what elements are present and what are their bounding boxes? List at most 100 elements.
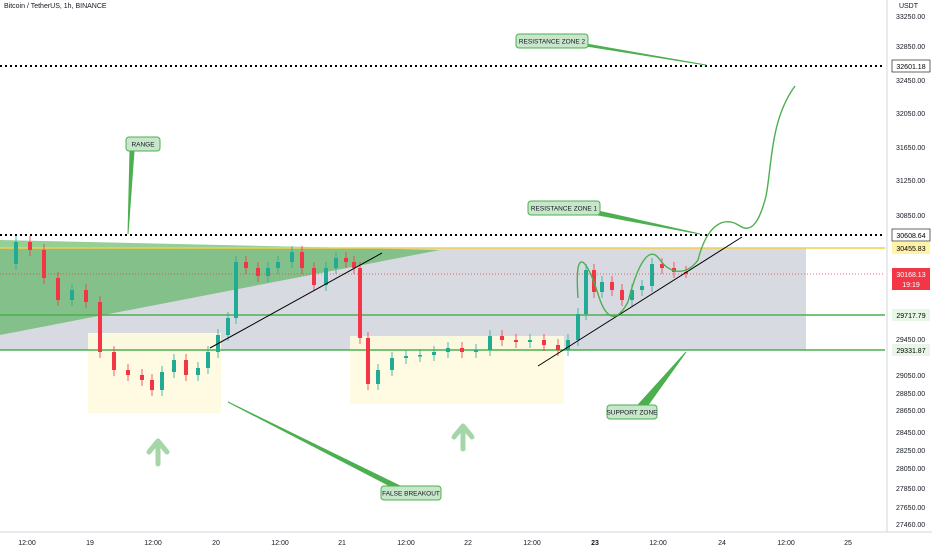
candle-body [324,268,328,285]
x-tick-label: 12:00 [144,540,162,547]
candle-body [126,370,130,375]
zones-layer [0,240,806,467]
price-tag-label: 30608.64 [896,233,925,240]
y-tick-label: 27850.00 [896,486,925,493]
callout-label: FALSE BREAKOUT [382,491,440,498]
y-tick-label: 28050.00 [896,466,925,473]
candle-body [344,258,348,262]
breakout-box-1 [88,333,221,413]
last-price-tag [892,268,930,290]
range-triangle [0,240,440,335]
callout-tail [127,150,135,235]
candle-body [290,252,294,262]
candle-body [352,262,356,268]
x-tick-label: 12:00 [777,540,795,547]
candle-body [418,355,422,357]
candle-body [312,268,316,285]
candle-body [234,262,238,318]
candle-body [660,264,664,268]
x-tick-label: 12:00 [523,540,541,547]
x-tick-label: 19 [86,540,94,547]
y-tick-label: 28650.00 [896,408,925,415]
candle-body [514,340,518,342]
candle-body [266,268,270,276]
candle-body [600,282,604,292]
candle-body [432,352,436,355]
candle-body [620,290,624,300]
callout-box [606,404,658,420]
callout-box [527,200,601,216]
y-tick-label: 28250.00 [896,448,925,455]
price-tag [891,59,931,73]
symbol-title: Bitcoin / TetherUS, 1h, BINANCE [4,3,107,10]
candle-body [84,290,88,302]
x-tick-label: 12:00 [649,540,667,547]
price-tag [892,242,930,254]
candle-body [244,262,248,268]
x-tick-label: 23 [591,540,599,547]
y-tick-label: 28450.00 [896,430,925,437]
candle-body [300,252,304,268]
y-tick-label: 32050.00 [896,111,925,118]
candle-body [556,345,560,350]
y-tick-label: 27460.00 [896,522,925,529]
callout-label: SUPPORT ZONE [606,410,658,417]
x-tick-label: 12:00 [271,540,289,547]
levels-layer [0,65,885,351]
x-tick-label: 25 [844,540,852,547]
candle-body [460,348,464,352]
y-tick-label: 30850.00 [896,213,925,220]
candle-body [376,370,380,384]
up-arrow-icon [146,438,170,467]
x-tick-label: 12:00 [397,540,415,547]
y-tick-label: 29050.00 [896,373,925,380]
callout-label: RESISTANCE ZONE 2 [519,39,586,46]
callout-box [515,33,589,49]
price-tag-label: 30455.83 [896,246,925,253]
candle-body [366,338,370,384]
projection-path [576,85,796,317]
candle-body [172,360,176,372]
candle-body [14,242,18,264]
candle-body [650,264,654,286]
candle-body [488,336,492,350]
trend-line [209,252,383,349]
y-tick-label: 31250.00 [896,178,925,185]
callout-label: RESISTANCE ZONE 1 [531,206,598,213]
candle-body [446,348,450,352]
callout-tail [597,210,701,235]
candle-body [584,270,588,314]
y-tick-label: 33250.00 [896,14,925,21]
price-tags-layer: 32601.18 30608.64 30455.83 29717.79 29331.87… [891,59,931,356]
candle-body [256,268,260,276]
candle-body [150,380,154,390]
price-tag-label: 29717.79 [896,313,925,320]
candle-body [70,290,74,300]
candle-body [196,368,200,375]
candle-body [56,278,60,300]
candle-body [404,356,408,358]
candle-body [500,336,504,340]
price-tag [892,309,930,321]
candle-body [112,352,116,370]
x-tick-label: 21 [338,540,346,547]
candle-body [630,290,634,300]
candle-body [610,282,614,290]
callout-tail [227,401,401,487]
candle-body [42,250,46,278]
callouts-layer: RANGE RESISTANCE ZONE 1 RESISTANCE ZONE 2 S… [125,33,707,501]
breakout-box-2 [350,336,564,404]
candle-body [226,318,230,335]
countdown-label: 19:19 [902,282,920,289]
y-tick-label: 28850.00 [896,391,925,398]
price-tag-label: 32601.18 [896,64,925,71]
candle-body [542,340,546,345]
candle-body [474,350,478,352]
candle-body [184,360,188,375]
x-tick-label: 22 [464,540,472,547]
price-tag [892,344,930,356]
candle-body [528,340,532,342]
callout-box [125,136,161,152]
candle-body [160,372,164,390]
